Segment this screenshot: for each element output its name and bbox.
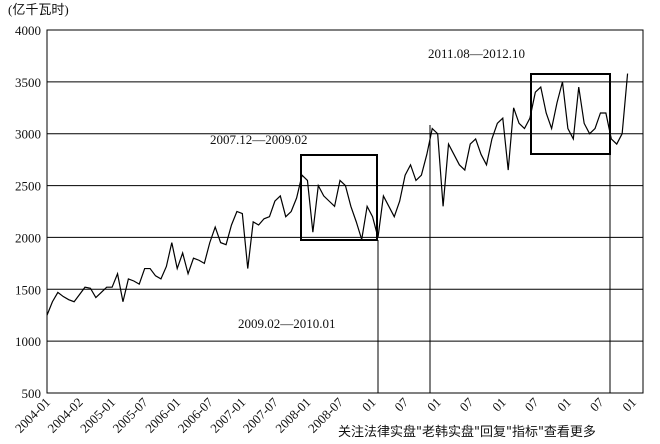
x-tick-label: 2006-07 — [175, 394, 217, 436]
x-tick-label: 01 — [619, 395, 639, 415]
data-line — [46, 73, 629, 316]
annotation: 2011.08—2012.10 — [428, 46, 525, 61]
y-tick-label: 3000 — [15, 127, 41, 142]
x-tick-label: 01 — [424, 395, 444, 415]
y-tick-label: 4000 — [15, 23, 41, 38]
y-tick-label: 2000 — [15, 230, 41, 245]
x-tick-label: 07 — [522, 394, 542, 414]
x-tick-label: 01 — [359, 395, 379, 415]
y-tick-label: 2500 — [15, 179, 41, 194]
annotation: 2009.02—2010.01 — [238, 316, 336, 331]
x-tick-label: 07 — [587, 394, 607, 414]
plot-frame — [46, 29, 644, 394]
x-tick-label: 2005-07 — [110, 394, 152, 436]
y-axis-unit: (亿千瓦时) — [8, 2, 69, 17]
y-tick-label: 1500 — [15, 282, 41, 297]
x-tick-label: 07 — [457, 394, 477, 414]
highlight-box — [300, 154, 378, 241]
highlight-box — [530, 73, 611, 155]
annotation: 2007.12—2009.02 — [210, 132, 308, 147]
y-tick-label: 3500 — [15, 75, 41, 90]
y-tick-label: 1000 — [15, 334, 41, 349]
watermark-bg — [330, 420, 660, 444]
x-tick-label: 2006-01 — [142, 395, 183, 436]
x-tick-label: 2005-01 — [77, 395, 118, 436]
x-tick-label: 07 — [391, 394, 411, 414]
x-tick-label: 01 — [489, 395, 509, 415]
watermark: 关注法律实盘"老韩实盘"回复"指标"查看更多 — [338, 424, 596, 440]
y-tick-label: 500 — [22, 386, 42, 401]
x-tick-label: 2008-01 — [272, 395, 313, 436]
x-tick-label: 2004-02 — [44, 395, 85, 436]
x-tick-label: 2007-01 — [207, 395, 248, 436]
x-tick-label: 2007-07 — [240, 394, 282, 436]
x-tick-label: 01 — [554, 395, 574, 415]
